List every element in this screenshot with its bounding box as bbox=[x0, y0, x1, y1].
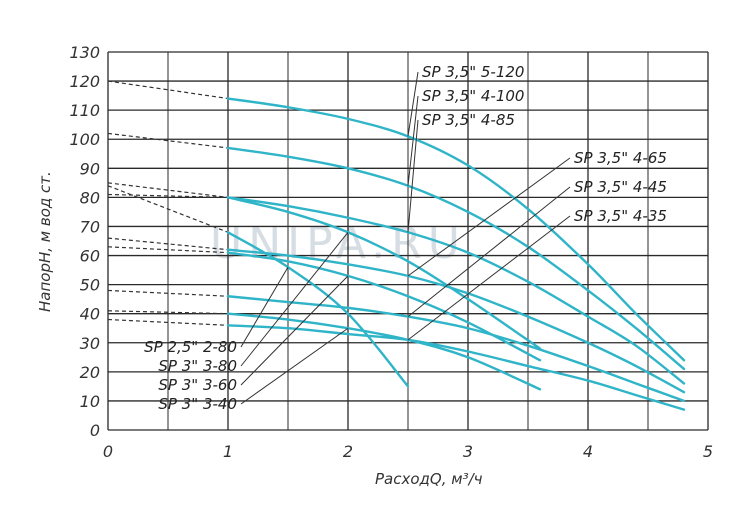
y-tick-label: 80 bbox=[80, 188, 100, 207]
series-curve bbox=[226, 146, 686, 371]
curves bbox=[226, 97, 686, 411]
dashed-extension bbox=[107, 237, 229, 251]
dashed-extension bbox=[107, 246, 229, 254]
x-tick-label: 5 bbox=[703, 442, 713, 461]
x-tick-label: 3 bbox=[463, 442, 473, 461]
series-curve bbox=[226, 196, 686, 385]
leader-line bbox=[407, 71, 419, 137]
x-tick-label: 1 bbox=[223, 442, 233, 461]
y-tick-label: 0 bbox=[90, 421, 100, 440]
series-curve bbox=[226, 324, 686, 411]
leader-line bbox=[407, 186, 571, 317]
leader-lines bbox=[240, 71, 571, 405]
dashed-extension bbox=[107, 318, 229, 326]
y-tick-label: 20 bbox=[80, 363, 100, 382]
series-curve bbox=[226, 295, 686, 403]
leader-line bbox=[240, 327, 349, 405]
series-curve bbox=[226, 231, 410, 388]
leader-line bbox=[240, 231, 349, 367]
model-label: SP 3,5" 4-45 bbox=[574, 178, 667, 196]
model-label: SP 3,5" 4-65 bbox=[574, 149, 667, 167]
model-label: SP 3" 3-40 bbox=[158, 395, 237, 413]
model-labels: SP 3,5" 5-120 SP 3,5" 4-100 SP 3,5" 4-85 SP… bbox=[144, 63, 667, 413]
dashed-extension bbox=[107, 182, 229, 198]
model-label: SP 3,5" 4-85 bbox=[422, 111, 515, 129]
dashed-extension bbox=[107, 185, 229, 233]
model-label: SP 2,5" 2-80 bbox=[144, 338, 237, 356]
leader-line bbox=[407, 215, 571, 341]
y-tick-label: 10 bbox=[80, 392, 100, 411]
dashed-extension bbox=[107, 132, 229, 149]
y-axis-title: НапорН, м вод ст. bbox=[36, 171, 54, 312]
y-tick-label: 130 bbox=[69, 43, 100, 62]
series-curve bbox=[226, 97, 686, 362]
dashed-extension bbox=[107, 80, 229, 100]
leader-line bbox=[407, 119, 419, 233]
y-tick-label: 120 bbox=[69, 72, 100, 91]
leader-line bbox=[407, 95, 419, 186]
leader-line bbox=[407, 157, 571, 277]
dashed-extension bbox=[107, 310, 229, 315]
x-tick-label: 0 bbox=[103, 442, 113, 461]
model-label: SP 3,5" 5-120 bbox=[422, 63, 524, 81]
y-tick-label: 40 bbox=[80, 305, 100, 324]
x-axis-title: РасходQ, м³/ч bbox=[375, 470, 483, 488]
x-tick-label: 2 bbox=[343, 442, 353, 461]
y-tick-label: 100 bbox=[69, 130, 100, 149]
x-tick-label: 4 bbox=[583, 442, 593, 461]
model-label: SP 3,5" 4-100 bbox=[422, 87, 524, 105]
y-tick-label: 70 bbox=[80, 217, 100, 236]
y-tick-label: 50 bbox=[80, 276, 100, 295]
dashed-extensions bbox=[107, 80, 229, 326]
series-curve bbox=[226, 196, 542, 350]
y-tick-label: 90 bbox=[80, 159, 100, 178]
y-tick-label: 110 bbox=[69, 101, 100, 120]
grid bbox=[107, 51, 709, 431]
model-label: SP 3" 3-80 bbox=[158, 357, 237, 375]
leader-line bbox=[240, 266, 289, 348]
leader-line bbox=[240, 275, 349, 386]
series-curve bbox=[226, 251, 542, 362]
dashed-extension bbox=[107, 193, 229, 198]
model-label: SP 3" 3-60 bbox=[158, 376, 237, 394]
y-tick-label: 30 bbox=[80, 334, 100, 353]
dashed-extension bbox=[107, 289, 229, 297]
model-label: SP 3,5" 4-35 bbox=[574, 207, 667, 225]
series-curve bbox=[226, 312, 542, 391]
y-tick-label: 60 bbox=[80, 247, 100, 266]
